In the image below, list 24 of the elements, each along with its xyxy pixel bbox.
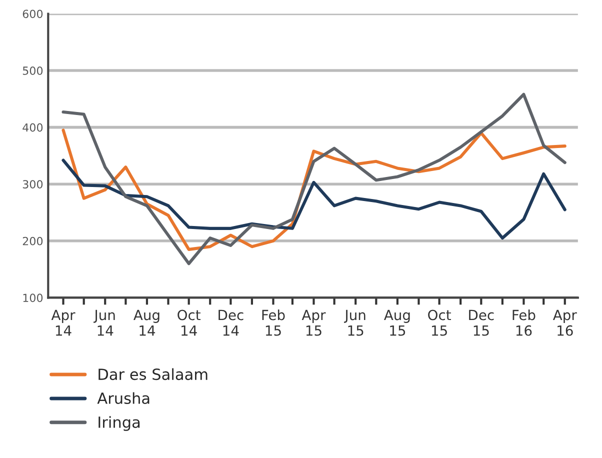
legend-label: Dar es Salaam: [98, 368, 208, 380]
line-series: [62, 92, 566, 266]
x-tick-label: Jun 15: [344, 310, 366, 336]
x-tick-label: Dec 15: [469, 310, 494, 336]
x-tick-label: Apr 16: [552, 310, 577, 336]
x-tick-label: Aug 14: [134, 310, 160, 336]
y-tick-label: 200: [22, 236, 43, 246]
y-tick-label: 400: [22, 123, 43, 132]
x-tick-label: Dec 14: [218, 310, 244, 336]
x-tick-label: Apr 15: [302, 310, 326, 336]
x-tick-label: Oct 15: [428, 310, 451, 336]
x-tick-label: Apr 14: [51, 310, 76, 336]
x-tick-label: Oct 14: [178, 310, 201, 336]
x-tick-label: Feb 16: [512, 310, 536, 336]
y-tick-label: 500: [22, 66, 43, 75]
legend-label: Arusha: [97, 392, 150, 404]
x-tick-label: Feb 15: [262, 310, 285, 336]
y-tick-label: 100: [23, 294, 43, 302]
line-series: [62, 158, 566, 240]
x-tick-label: Aug 15: [384, 310, 410, 336]
y-tick-label: 600: [22, 10, 43, 18]
y-tick-label: 300: [22, 180, 43, 188]
legend-label: Iringa: [98, 416, 140, 431]
x-tick-label: Jun 14: [94, 310, 115, 336]
